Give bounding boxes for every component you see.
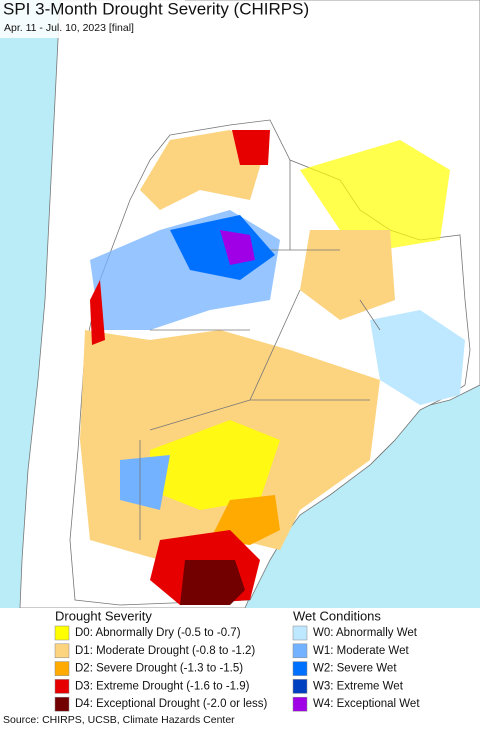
legend-label: W3: Extreme Wet bbox=[313, 680, 404, 692]
legend-label: W1: Moderate Wet bbox=[313, 645, 409, 657]
legend-label: D4: Exceptional Drought (-2.0 or less) bbox=[75, 698, 268, 710]
wet-area bbox=[170, 215, 275, 280]
legend-swatch bbox=[54, 661, 70, 676]
wet-area bbox=[120, 455, 170, 510]
extreme-area bbox=[90, 280, 105, 345]
dry-area bbox=[300, 140, 450, 250]
legend-label: W4: Exceptional Wet bbox=[313, 698, 420, 710]
legend-title: Drought Severity bbox=[55, 608, 152, 623]
drought-area bbox=[140, 130, 265, 210]
drought-area bbox=[300, 230, 395, 320]
legend-swatch bbox=[292, 661, 308, 676]
legend-swatch bbox=[54, 679, 70, 694]
legend-label: W2: Severe Wet bbox=[313, 663, 397, 675]
legend-box bbox=[0, 608, 480, 730]
map bbox=[0, 0, 480, 609]
exceptional-area bbox=[180, 560, 245, 605]
legend-swatch bbox=[292, 696, 308, 712]
title: SPI 3-Month Drought Severity (CHIRPS) bbox=[3, 0, 309, 18]
source: Source: CHIRPS, UCSB, Climate Hazards Ce… bbox=[3, 714, 235, 726]
legend-label: D3: Extreme Drought (-1.6 to -1.9) bbox=[75, 680, 250, 692]
legend-swatch bbox=[292, 625, 308, 641]
extreme-area bbox=[232, 130, 270, 165]
legend-title: Wet Conditions bbox=[293, 608, 381, 623]
legend-label: D0: Abnormally Dry (-0.5 to -0.7) bbox=[75, 627, 241, 639]
legend-swatch bbox=[54, 643, 70, 659]
legend-swatch bbox=[54, 625, 70, 641]
legend: Drought Severity D0: Abnormally Dry (-0.5… bbox=[54, 608, 420, 712]
wet-area bbox=[220, 230, 255, 265]
subtitle: Apr. 11 - Jul. 10, 2023 [final] bbox=[4, 22, 134, 34]
legend-swatch bbox=[292, 679, 308, 694]
legend-label: D1: Moderate Drought (-0.8 to -1.2) bbox=[75, 645, 255, 657]
border-lines bbox=[139, 160, 381, 540]
wet-area bbox=[370, 310, 465, 405]
dry-area bbox=[150, 420, 280, 510]
legend-swatch bbox=[54, 696, 70, 712]
legend-label: D2: Severe Drought (-1.3 to -1.5) bbox=[75, 663, 243, 675]
legend-swatch bbox=[292, 643, 308, 659]
legend-label: W0: Abnormally Wet bbox=[313, 627, 418, 639]
title-box bbox=[0, 0, 185, 38]
